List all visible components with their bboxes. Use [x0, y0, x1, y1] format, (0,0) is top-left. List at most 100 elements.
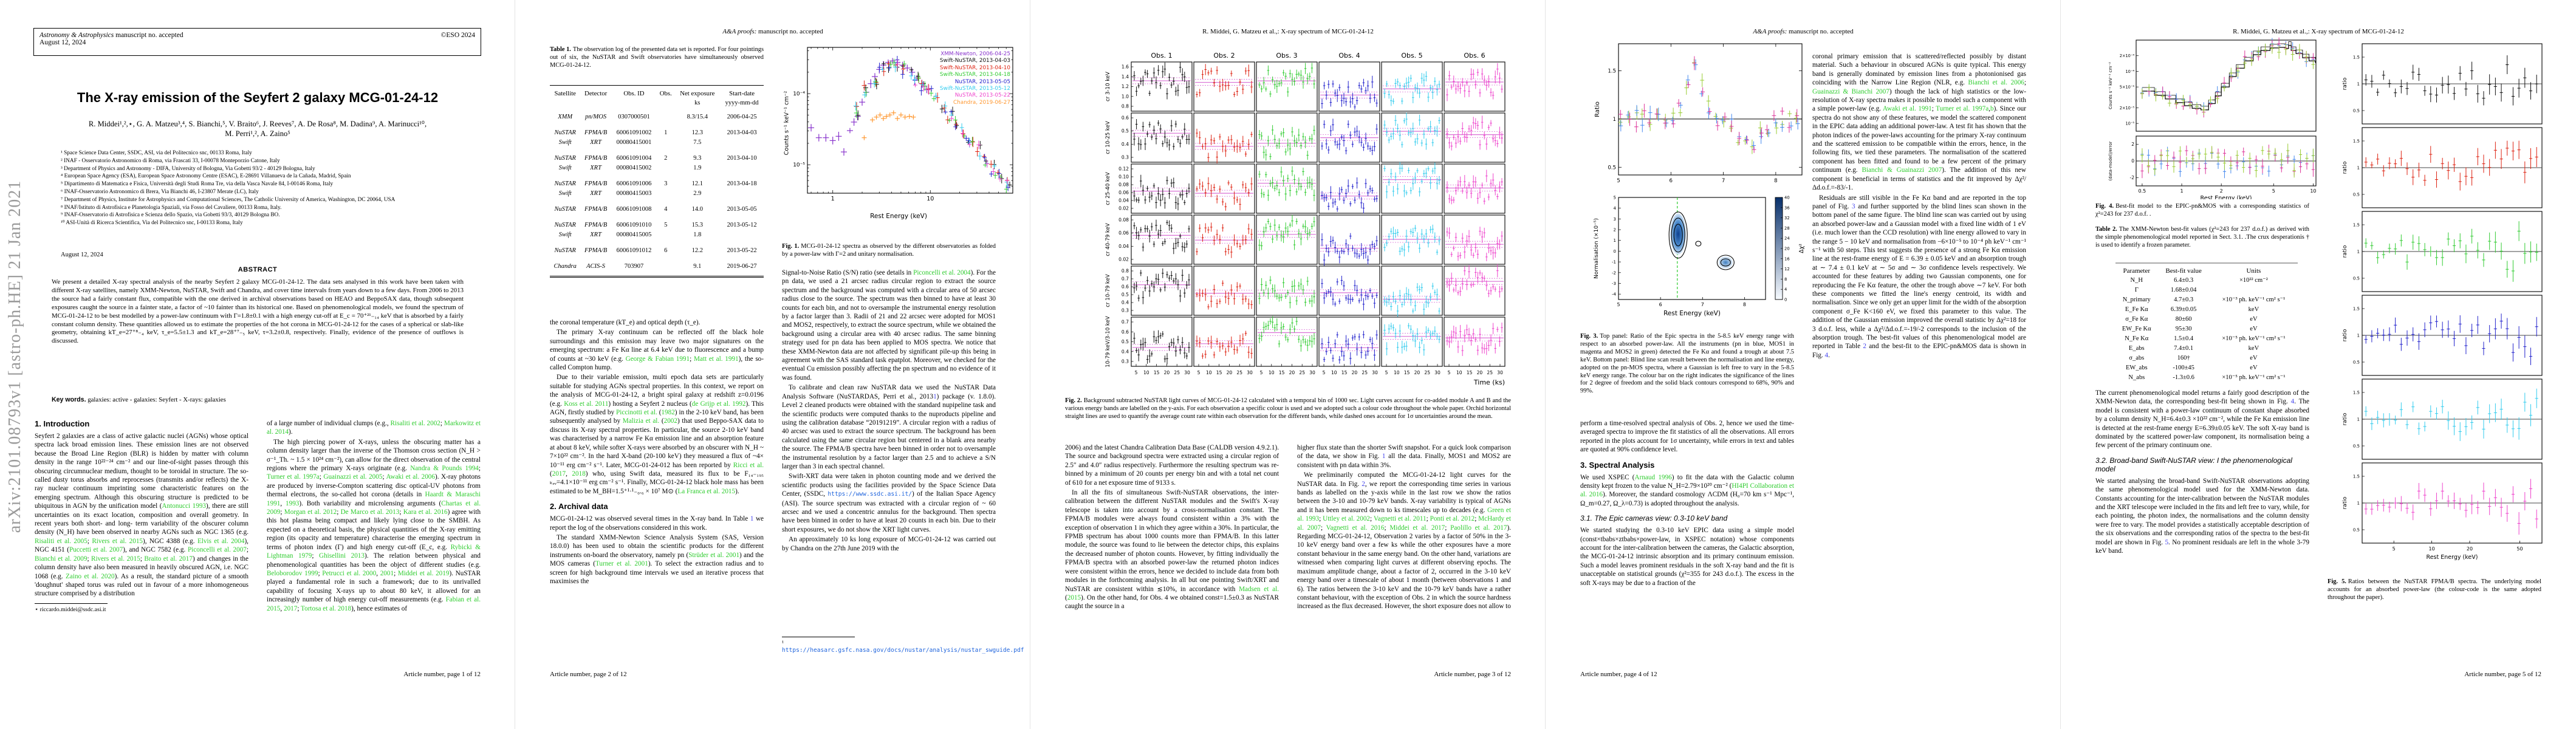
- citation-link[interactable]: Uttley et al. 2002: [1323, 515, 1371, 523]
- affiliation: ⁹ INAF-Osservatorio di Astrofisica e Sci…: [61, 212, 280, 219]
- citation-link[interactable]: Bianchi & Guainazzi 2007: [1862, 166, 1942, 174]
- citation-link[interactable]: 2001: [380, 569, 394, 577]
- citation-link[interactable]: Antonucci 1993: [162, 502, 207, 510]
- citation-link[interactable]: Turner et al. 2001: [595, 560, 648, 568]
- citation-link[interactable]: Madsen et al.: [1239, 585, 1279, 593]
- body-paragraph: Swift-XRT data were taken in photon coun…: [782, 473, 996, 533]
- citation-link[interactable]: Markowitz et al. 2014: [267, 420, 481, 436]
- citation-link[interactable]: Ricci et al.: [733, 461, 764, 469]
- citation-link[interactable]: Chartas et al. 2009: [267, 499, 481, 516]
- citation-link[interactable]: Braito et al. 2017: [144, 555, 193, 563]
- citation-link[interactable]: Rivers et al. 2015: [92, 537, 143, 545]
- citation-link[interactable]: Ponti et al. 2012: [1430, 515, 1475, 523]
- citation-link[interactable]: Middei et al. 2019: [397, 569, 450, 577]
- svg-text:1: 1: [2357, 166, 2360, 171]
- citation-link[interactable]: Tortosa et al. 2018: [301, 604, 352, 612]
- citation-link[interactable]: Piccinotti et al.: [616, 409, 657, 417]
- citation-link[interactable]: 3: [1851, 202, 1855, 210]
- citation-link[interactable]: 1: [1382, 453, 1386, 460]
- citation-link[interactable]: De Marco et al. 2013: [340, 508, 400, 516]
- citation-link[interactable]: Strüder et al. 2001: [688, 551, 740, 559]
- citation-link[interactable]: Petrucci et al. 2000: [322, 569, 377, 577]
- citation-link[interactable]: Vagnetti et al. 2011: [1373, 515, 1427, 523]
- running-head: A&A proofs: manuscript no. accepted: [1580, 28, 2026, 35]
- citation-link[interactable]: 2015: [1067, 594, 1081, 601]
- submission-date: August 12, 2024: [61, 252, 103, 258]
- affiliation: ⁷ Department of Physics, Institute for A…: [61, 196, 396, 203]
- citation-link[interactable]: Turner et al. 1997a: [1936, 105, 1989, 113]
- citation-link[interactable]: Green et al. 1993: [1297, 506, 1512, 523]
- citation-link[interactable]: HI4PI Collaboration et al. 2016: [1580, 482, 1794, 499]
- citation-link[interactable]: 1993: [286, 499, 300, 507]
- url-link[interactable]: https://www.ssdc.asi.it/: [827, 491, 913, 498]
- citation-link[interactable]: Morgan et al. 2012: [284, 508, 337, 516]
- citation-link[interactable]: Elvis et al. 2004: [197, 537, 245, 545]
- citation-link[interactable]: 2: [1362, 480, 1365, 488]
- citation-link[interactable]: Turner et al. 1997a: [267, 473, 320, 481]
- citation-link[interactable]: Bianchi et al. 2009: [35, 555, 87, 563]
- citation-link[interactable]: McHardy et al. 2007: [1297, 515, 1511, 532]
- citation-link[interactable]: La Franca et al. 2015: [677, 487, 736, 495]
- citation-link[interactable]: Risaliti et al. 2005: [35, 537, 87, 545]
- arxiv-watermark: arXiv:2101.08793v1 [astro-ph.HE] 21 Jan …: [5, 180, 24, 533]
- citation-link[interactable]: Matt et al. 1991: [693, 355, 739, 363]
- citation-link[interactable]: Malizia et al.: [622, 417, 660, 425]
- citation-link[interactable]: Beloborodov 1999: [267, 569, 318, 577]
- table-row: Swift XRT 00080415005 1.8: [558, 231, 702, 238]
- citation-link[interactable]: Kara et al. 2016: [403, 508, 448, 516]
- citation-link[interactable]: Guainazzi et al. 2005: [323, 473, 383, 481]
- citation-link[interactable]: Guainazzi & Bianchi 2007: [1812, 87, 1889, 95]
- citation-link[interactable]: Piconcelli et al. 2004: [913, 269, 971, 276]
- citation-link[interactable]: 2017: [552, 470, 566, 477]
- citation-link[interactable]: Awaki et al. 2006: [386, 473, 435, 481]
- citation-link[interactable]: 1: [933, 392, 937, 400]
- svg-text:Rest Energy (keV): Rest Energy (keV): [2427, 554, 2478, 561]
- citation-link[interactable]: b: [1990, 105, 1994, 113]
- svg-text:30: 30: [1247, 370, 1253, 375]
- running-head-rest: manuscript no. accepted: [756, 28, 823, 35]
- citation-link[interactable]: Zaino et al. 2020: [66, 572, 115, 580]
- svg-text:0.08: 0.08: [1118, 182, 1129, 188]
- svg-text:10⁻⁵: 10⁻⁵: [793, 162, 805, 168]
- citation-link[interactable]: Puccetti et al. 2007: [69, 546, 123, 554]
- citation-link[interactable]: George & Fabian 1991: [625, 355, 690, 363]
- citation-link[interactable]: 2017: [283, 604, 298, 612]
- citation-link[interactable]: 1982: [661, 409, 675, 417]
- citation-link[interactable]: 5: [2165, 538, 2169, 546]
- table-row: Γ 1.68±0.04: [2134, 287, 2197, 293]
- citation-link[interactable]: Rivers et al. 2015: [91, 555, 140, 563]
- nustardas-footnote: ¹ https://heasarc.gsfc.nasa.gov/docs/nus…: [782, 640, 1024, 654]
- citation-link[interactable]: 4: [2290, 398, 2295, 406]
- citation-link[interactable]: Arnaud 1996: [1634, 473, 1672, 481]
- svg-text:15: 15: [1467, 370, 1473, 375]
- citation-link[interactable]: Fabian et al. 2015: [267, 596, 481, 612]
- citation-link[interactable]: 1: [750, 515, 754, 523]
- svg-text:25: 25: [1236, 370, 1242, 375]
- citation-link[interactable]: Vagnetti et al. 2016: [1326, 524, 1385, 532]
- citation-link[interactable]: 2: [1863, 343, 1866, 351]
- citation-link[interactable]: Risaliti et al. 2002: [390, 420, 440, 427]
- manuscript-header-box: Astronomy & Astrophysics manuscript no. …: [33, 28, 481, 56]
- svg-text:ratio: ratio: [2342, 496, 2348, 509]
- citation-link[interactable]: 2002: [663, 417, 677, 425]
- citation-link[interactable]: Nandra & Pounds 1994: [410, 465, 479, 473]
- citation-link[interactable]: Koss et al. 2011: [564, 400, 609, 408]
- citation-link[interactable]: de Grijp et al. 1992: [691, 400, 746, 408]
- citation-link[interactable]: 4: [1824, 351, 1829, 359]
- citation-link[interactable]: 2018: [572, 470, 586, 477]
- fig4-caption: Fig. 4. Best-fit model to the EPIC-pn&MOS…: [2095, 203, 2309, 219]
- citation-link[interactable]: Middei et al. 2017: [1389, 524, 1445, 532]
- svg-text:20: 20: [2467, 546, 2473, 552]
- col-unit: ks: [694, 100, 701, 106]
- citation-link[interactable]: Bianchi et al. 2006: [1968, 79, 2024, 87]
- svg-text:ratio: ratio: [2342, 77, 2348, 90]
- citation-link[interactable]: Awaki et al. 1991: [1882, 105, 1932, 113]
- url-link[interactable]: https://heasarc.gsfc.nasa.gov/docs/nusta…: [782, 647, 1024, 654]
- citation-link[interactable]: Piconcelli et al. 2007: [187, 546, 247, 554]
- svg-text:5: 5: [1323, 370, 1326, 375]
- citation-link[interactable]: Ghisellini 2013: [318, 552, 365, 560]
- citation-link[interactable]: Rybicki & Lightman 1979: [267, 543, 481, 560]
- citation-link[interactable]: Haardt & Maraschi 1991: [267, 491, 481, 507]
- citation-link[interactable]: Paolillo et al. 2017: [1450, 524, 1507, 532]
